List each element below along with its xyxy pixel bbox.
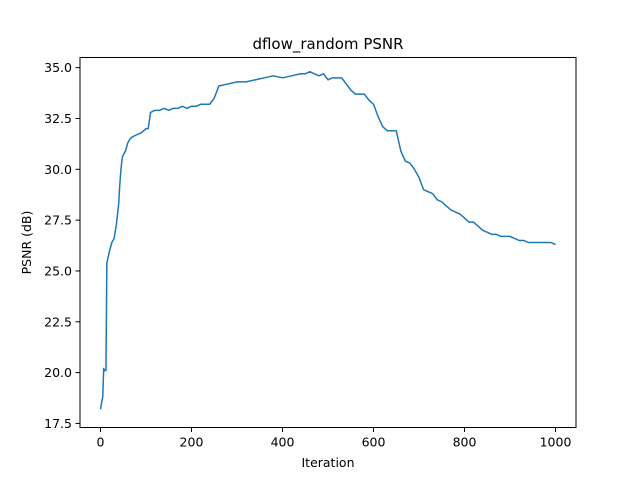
y-tick-label: 25.0 [44,263,72,278]
x-tick-label: 800 [453,435,477,450]
y-tick-label: 17.5 [44,416,72,431]
y-axis-ticks: 17.5 20.0 22.5 25.0 27.5 30.0 32.5 35.0 [44,60,80,431]
y-tick-label: 20.0 [44,365,72,380]
plot-frame [79,57,577,428]
y-tick-label: 27.5 [44,213,72,228]
psnr-series-line-0 [99,70,556,410]
plot-area [99,70,556,410]
y-axis-label: PSNR (dB) [19,211,34,275]
x-axis-label: Iteration [301,455,354,470]
x-tick-label: 600 [362,435,386,450]
x-tick-label: 200 [180,435,204,450]
y-tick-label: 30.0 [44,162,72,177]
x-axis-ticks: 0 200 400 600 800 1000 [97,427,572,450]
chart-title: dflow_random PSNR [252,35,403,54]
x-tick-label: 0 [97,435,105,450]
y-tick-label: 32.5 [44,111,72,126]
x-tick-label: 1000 [540,435,572,450]
y-tick-label: 22.5 [44,314,72,329]
y-tick-label: 35.0 [44,60,72,75]
x-tick-label: 400 [271,435,295,450]
